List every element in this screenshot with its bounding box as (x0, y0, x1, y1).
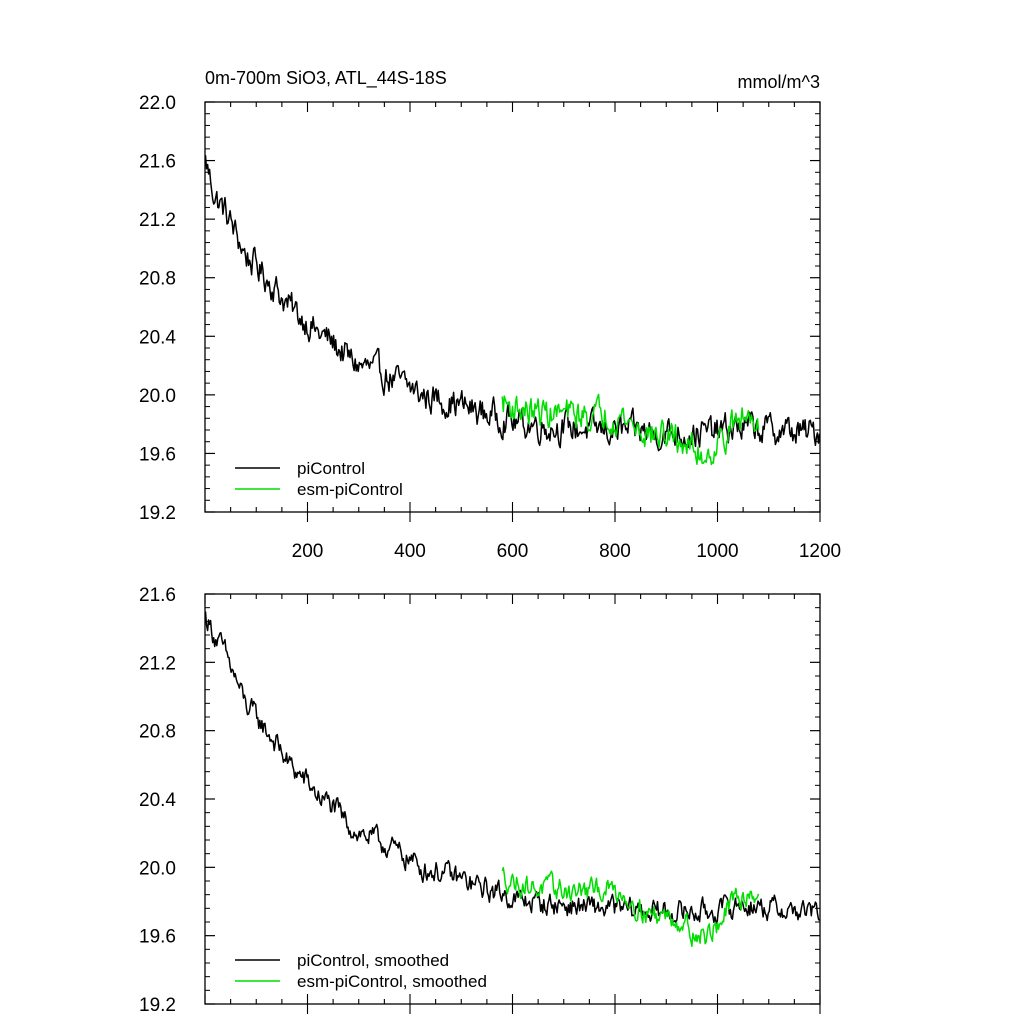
y-tick-label: 20.4 (139, 327, 176, 348)
y-tick-label: 19.6 (139, 927, 176, 948)
y-tick-label: 21.2 (139, 653, 176, 674)
y-tick-label: 19.2 (139, 995, 176, 1016)
series-line-1 (501, 866, 760, 948)
units-label: mmol/m^3 (738, 72, 820, 92)
x-tick-label: 400 (394, 541, 426, 562)
y-tick-label: 22.0 (139, 93, 176, 114)
y-tick-label: 20.8 (139, 722, 176, 743)
x-tick-label: 1000 (696, 541, 738, 562)
plot-frame (204, 593, 821, 1005)
x-tick-label: 600 (497, 541, 529, 562)
bottom-panel: 19.2 19.6 20.0 20.4 20.8 21.2 21.6 piControl, s… (139, 585, 821, 1016)
legend-label: esm-piControl (297, 480, 403, 499)
top-panel: 19.2 19.6 20.0 20.4 20.8 21.2 21.6 22.0 200 400 60… (139, 93, 841, 562)
y-tick-label: 21.6 (139, 585, 176, 606)
legend-label: piControl (297, 459, 365, 478)
legend-label: esm-piControl, smoothed (297, 972, 487, 991)
y-tick-label: 20.8 (139, 269, 176, 290)
y-tick-label: 21.6 (139, 152, 176, 173)
legend-label: piControl, smoothed (297, 951, 449, 970)
y-tick-label: 20.0 (139, 386, 176, 407)
y-tick-label: 19.2 (139, 503, 176, 524)
series-line-1 (501, 393, 760, 466)
series-line-0 (204, 155, 821, 452)
chart-title: 0m-700m SiO3, ATL_44S-18S (205, 68, 447, 89)
x-tick-label: 1200 (799, 541, 841, 562)
x-tick-label: 800 (599, 541, 631, 562)
y-tick-label: 20.4 (139, 790, 176, 811)
y-tick-label: 19.6 (139, 444, 176, 465)
x-tick-label: 200 (292, 541, 324, 562)
y-tick-label: 20.0 (139, 858, 176, 879)
y-tick-label: 21.2 (139, 210, 176, 231)
